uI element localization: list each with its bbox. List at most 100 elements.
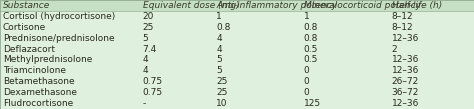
Text: Triamcinolone: Triamcinolone bbox=[3, 66, 66, 75]
Bar bbox=[140, 87, 213, 98]
Bar bbox=[213, 11, 301, 22]
Text: 25: 25 bbox=[216, 88, 228, 97]
Text: 12–36: 12–36 bbox=[392, 99, 419, 108]
Text: 0.5: 0.5 bbox=[304, 45, 318, 54]
Text: 0.5: 0.5 bbox=[304, 55, 318, 64]
Bar bbox=[213, 33, 301, 44]
Text: Mineralocorticoid potency: Mineralocorticoid potency bbox=[304, 1, 421, 10]
Bar bbox=[0, 54, 140, 65]
Text: Half-life (h): Half-life (h) bbox=[392, 1, 442, 10]
Bar bbox=[140, 0, 213, 11]
Text: 5: 5 bbox=[216, 55, 222, 64]
Text: 8–12: 8–12 bbox=[392, 23, 413, 32]
Bar bbox=[389, 76, 474, 87]
Text: 1: 1 bbox=[216, 12, 222, 21]
Bar bbox=[389, 33, 474, 44]
Text: Methylprednisolone: Methylprednisolone bbox=[3, 55, 92, 64]
Bar bbox=[0, 76, 140, 87]
Bar bbox=[301, 33, 389, 44]
Text: -: - bbox=[143, 99, 146, 108]
Bar bbox=[213, 54, 301, 65]
Bar bbox=[0, 33, 140, 44]
Bar bbox=[389, 65, 474, 76]
Text: 36–72: 36–72 bbox=[392, 88, 419, 97]
Text: 0.8: 0.8 bbox=[304, 23, 318, 32]
Bar bbox=[140, 33, 213, 44]
Bar bbox=[213, 44, 301, 54]
Text: Betamethasone: Betamethasone bbox=[3, 77, 74, 86]
Bar bbox=[389, 11, 474, 22]
Bar bbox=[389, 0, 474, 11]
Bar bbox=[140, 54, 213, 65]
Text: 7.4: 7.4 bbox=[143, 45, 157, 54]
Bar bbox=[0, 65, 140, 76]
Text: Anti-inflammatory potency: Anti-inflammatory potency bbox=[216, 1, 337, 10]
Text: 4: 4 bbox=[216, 45, 222, 54]
Text: 25: 25 bbox=[143, 23, 154, 32]
Bar bbox=[140, 65, 213, 76]
Bar bbox=[0, 11, 140, 22]
Text: 25: 25 bbox=[216, 77, 228, 86]
Text: 4: 4 bbox=[143, 55, 148, 64]
Bar bbox=[389, 54, 474, 65]
Text: 0: 0 bbox=[304, 77, 310, 86]
Text: Fludrocortisone: Fludrocortisone bbox=[3, 99, 73, 108]
Text: 12–36: 12–36 bbox=[392, 55, 419, 64]
Text: 0.8: 0.8 bbox=[304, 34, 318, 43]
Text: 1: 1 bbox=[304, 12, 310, 21]
Bar bbox=[389, 44, 474, 54]
Text: 0: 0 bbox=[304, 88, 310, 97]
Bar bbox=[140, 11, 213, 22]
Bar bbox=[213, 0, 301, 11]
Bar bbox=[213, 76, 301, 87]
Bar bbox=[213, 87, 301, 98]
Bar bbox=[213, 22, 301, 33]
Bar bbox=[301, 44, 389, 54]
Bar bbox=[140, 76, 213, 87]
Bar bbox=[0, 22, 140, 33]
Text: 12–36: 12–36 bbox=[392, 34, 419, 43]
Text: 2: 2 bbox=[392, 45, 397, 54]
Text: 4: 4 bbox=[216, 34, 222, 43]
Text: Substance: Substance bbox=[3, 1, 50, 10]
Text: Prednisone/prednisolone: Prednisone/prednisolone bbox=[3, 34, 114, 43]
Text: 26–72: 26–72 bbox=[392, 77, 419, 86]
Text: 0.75: 0.75 bbox=[143, 77, 163, 86]
Bar bbox=[0, 98, 140, 109]
Text: 0.8: 0.8 bbox=[216, 23, 230, 32]
Bar bbox=[301, 76, 389, 87]
Bar bbox=[389, 22, 474, 33]
Bar bbox=[140, 98, 213, 109]
Text: 0: 0 bbox=[304, 66, 310, 75]
Text: 12–36: 12–36 bbox=[392, 66, 419, 75]
Text: 5: 5 bbox=[143, 34, 148, 43]
Bar bbox=[301, 0, 389, 11]
Bar bbox=[301, 22, 389, 33]
Bar bbox=[140, 22, 213, 33]
Bar bbox=[213, 98, 301, 109]
Text: 5: 5 bbox=[216, 66, 222, 75]
Bar bbox=[389, 98, 474, 109]
Bar bbox=[0, 0, 140, 11]
Text: Deflazacort: Deflazacort bbox=[3, 45, 55, 54]
Bar bbox=[0, 87, 140, 98]
Bar bbox=[301, 87, 389, 98]
Bar bbox=[213, 65, 301, 76]
Text: Dexamethasone: Dexamethasone bbox=[3, 88, 77, 97]
Text: 8–12: 8–12 bbox=[392, 12, 413, 21]
Bar bbox=[389, 87, 474, 98]
Text: 0.75: 0.75 bbox=[143, 88, 163, 97]
Bar bbox=[0, 44, 140, 54]
Bar bbox=[301, 11, 389, 22]
Text: 20: 20 bbox=[143, 12, 154, 21]
Text: Cortisone: Cortisone bbox=[3, 23, 46, 32]
Bar bbox=[301, 54, 389, 65]
Bar bbox=[301, 98, 389, 109]
Bar bbox=[140, 44, 213, 54]
Text: 125: 125 bbox=[304, 99, 321, 108]
Text: Equivalent dose (mg): Equivalent dose (mg) bbox=[143, 1, 239, 10]
Text: Cortisol (hydrocortisone): Cortisol (hydrocortisone) bbox=[3, 12, 115, 21]
Text: 4: 4 bbox=[143, 66, 148, 75]
Text: 10: 10 bbox=[216, 99, 228, 108]
Bar bbox=[301, 65, 389, 76]
